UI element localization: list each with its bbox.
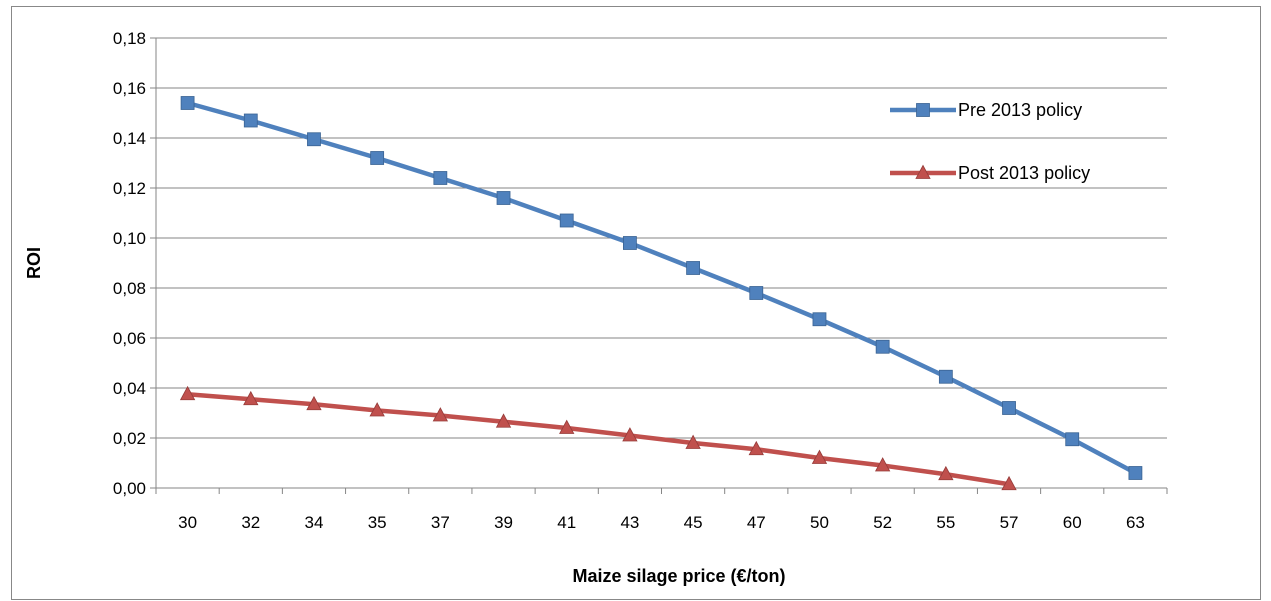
data-point — [811, 449, 828, 464]
legend-label: Post 2013 policy — [958, 163, 1090, 183]
x-tick-label: 43 — [620, 513, 639, 532]
legend-item: Pre 2013 policy — [890, 100, 1082, 120]
data-point — [1001, 475, 1017, 491]
y-axis-title: ROI — [24, 247, 44, 279]
data-point — [433, 171, 448, 185]
data-point — [180, 96, 195, 110]
series-2 — [179, 385, 1017, 491]
x-tick-label: 47 — [747, 513, 766, 532]
chart-area — [11, 6, 1261, 600]
legend: Pre 2013 policy Post 2013 policy — [890, 100, 1090, 183]
data-point — [1128, 466, 1143, 480]
x-tick-label: 50 — [810, 513, 829, 532]
data-point — [495, 413, 512, 428]
legend-swatch-marker — [915, 164, 931, 179]
series-1 — [180, 96, 1143, 480]
x-tick-label: 55 — [936, 513, 955, 532]
x-tick-label: 39 — [494, 513, 513, 532]
x-tick-label: 45 — [684, 513, 703, 532]
legend-label: Pre 2013 policy — [958, 100, 1082, 120]
data-point — [686, 261, 700, 275]
data-point — [875, 339, 890, 354]
data-point — [432, 407, 449, 422]
series-line — [185, 100, 1138, 476]
data-point — [243, 390, 259, 406]
y-tick-label: 0,18 — [113, 29, 146, 48]
data-point — [622, 427, 638, 442]
data-point — [559, 419, 575, 434]
data-point — [1002, 401, 1016, 415]
data-point — [812, 312, 827, 327]
data-point — [243, 113, 258, 128]
y-tick-label: 0,00 — [113, 479, 146, 498]
y-tick-label: 0,02 — [113, 429, 146, 448]
data-point — [369, 402, 385, 417]
x-tick-label: 34 — [305, 513, 324, 532]
x-tick-label: 52 — [873, 513, 892, 532]
y-tick-label: 0,08 — [113, 279, 146, 298]
data-point — [749, 286, 764, 300]
axes — [150, 37, 1168, 494]
y-tick-label: 0,12 — [113, 179, 146, 198]
x-tick-label: 57 — [1000, 513, 1019, 532]
data-point — [874, 457, 891, 472]
y-tick-labels: 0,00 0,02 0,04 0,06 0,08 0,10 0,12 0,14 0,16 0,18 — [113, 29, 146, 498]
y-tick-label: 0,10 — [113, 229, 146, 248]
y-tick-label: 0,16 — [113, 79, 146, 98]
data-point — [1065, 432, 1080, 447]
x-tick-label: 30 — [178, 513, 197, 532]
x-tick-label: 32 — [241, 513, 260, 532]
y-tick-label: 0,14 — [113, 129, 146, 148]
data-point — [179, 385, 196, 401]
legend-item: Post 2013 policy — [890, 163, 1090, 183]
series-group — [179, 96, 1143, 491]
x-tick-label: 41 — [557, 513, 576, 532]
legend-swatch-marker — [916, 103, 930, 117]
y-tick-label: 0,06 — [113, 329, 146, 348]
x-tick-label: 60 — [1063, 513, 1082, 532]
x-tick-label: 35 — [368, 513, 387, 532]
data-point — [748, 440, 764, 456]
data-point — [938, 465, 954, 481]
x-tick-label: 37 — [431, 513, 450, 532]
data-point — [370, 151, 385, 165]
y-tick-label: 0,04 — [113, 379, 146, 398]
data-point — [559, 213, 574, 228]
series-line — [185, 392, 1012, 487]
data-point — [496, 191, 511, 205]
x-tick-labels: 30 32 34 35 37 39 41 43 45 47 50 52 55 57 60 63 — [178, 513, 1145, 532]
x-tick-label: 63 — [1126, 513, 1145, 532]
data-point — [938, 369, 953, 384]
data-point — [306, 395, 322, 411]
data-point — [307, 132, 321, 147]
x-axis-title: Maize silage price (€/ton) — [572, 566, 785, 586]
data-point — [685, 434, 701, 449]
data-point — [623, 236, 637, 250]
gridlines — [156, 37, 1167, 439]
